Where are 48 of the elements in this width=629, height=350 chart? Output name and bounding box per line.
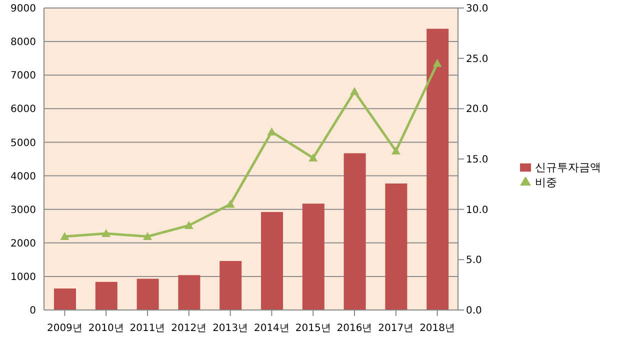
x-tick-label: 2016년 [336, 323, 372, 334]
point [308, 153, 318, 162]
y2-tick-label: 15.0 [466, 154, 488, 166]
y-tick-label: 8000 [10, 37, 36, 48]
y2-tick-label: 20.0 [466, 104, 488, 116]
x-tick-label: 2010년 [88, 323, 124, 334]
x-tick-label: 2015년 [295, 323, 331, 334]
bar [178, 275, 200, 310]
bar [54, 288, 76, 310]
x-tick-label: 2013년 [212, 323, 248, 334]
y-tick-label: 5000 [10, 138, 36, 149]
y-tick-label: 6000 [10, 104, 36, 116]
y2-tick-label: 5.0 [466, 255, 482, 266]
point [432, 58, 442, 67]
bar [302, 204, 324, 310]
y2-tick-label: 25.0 [466, 54, 488, 65]
point [143, 232, 152, 240]
y2-tick-label: 0.0 [466, 306, 482, 317]
bar [95, 282, 118, 310]
bar [220, 261, 242, 310]
legend-label: 신규투자금액 [535, 161, 601, 174]
point [391, 146, 400, 154]
x-tick-label: 2018년 [420, 323, 456, 334]
x-tick-label: 2017년 [378, 323, 414, 334]
y-tick-label: 4000 [10, 171, 36, 182]
bar [261, 212, 283, 310]
y-tick-label: 0 [30, 306, 36, 317]
bar [426, 28, 449, 310]
point [102, 228, 111, 237]
y-tick-label: 1000 [10, 272, 36, 283]
y2-tick-label: 30.0 [466, 4, 488, 15]
x-tick-label: 2011년 [130, 323, 166, 334]
x-tick-label: 2014년 [254, 323, 290, 334]
y-tick-label: 3000 [10, 204, 36, 216]
legend-label: 비중 [535, 176, 557, 189]
bar [344, 153, 366, 310]
point [226, 200, 235, 208]
point [60, 232, 70, 240]
y2-tick-label: 10.0 [466, 204, 488, 216]
y-tick-label: 7000 [10, 70, 36, 82]
bar [385, 183, 408, 310]
x-tick-label: 2009년 [46, 323, 82, 334]
bar [136, 278, 159, 310]
y-tick-label: 9000 [10, 4, 36, 15]
y-tick-label: 2000 [10, 238, 36, 250]
point [184, 220, 194, 229]
x-tick-label: 2012년 [171, 323, 207, 334]
point [350, 87, 359, 96]
